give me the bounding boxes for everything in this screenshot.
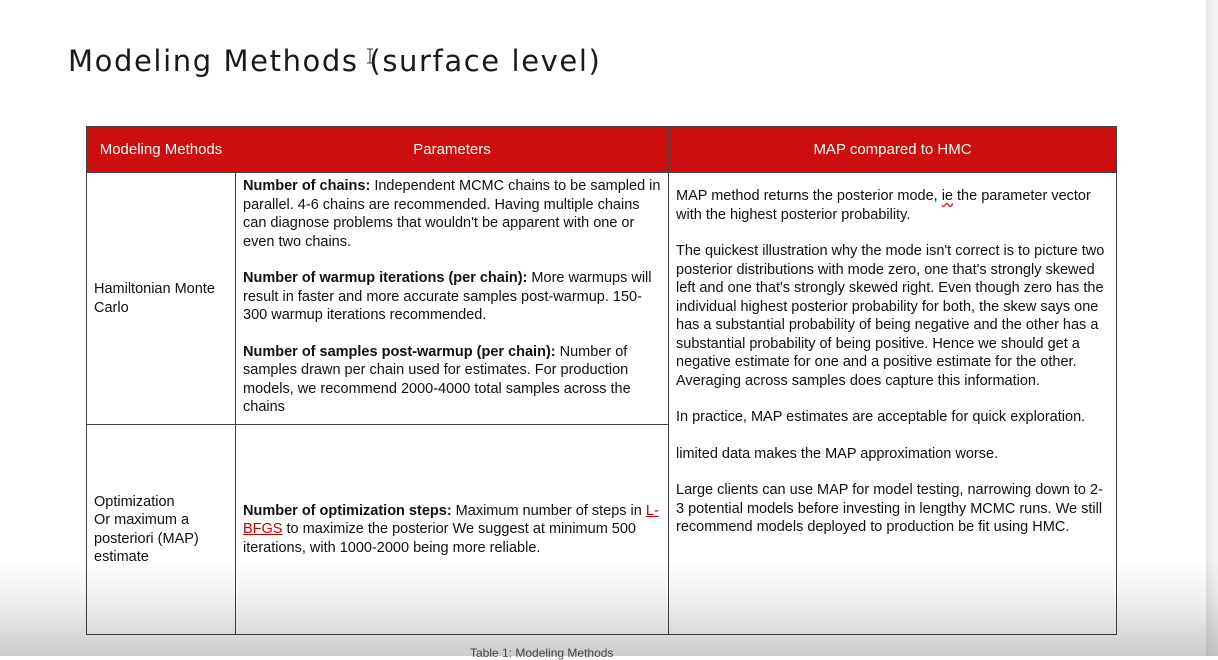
slide-title: Modeling Methods (surface level): [68, 44, 602, 78]
param-name: Number of chains:: [243, 178, 371, 194]
param-name: Number of samples post-warmup (per chain…: [243, 343, 556, 360]
lbfgs-link[interactable]: L-BFGS: [243, 502, 659, 538]
comparison-text: MAP method returns the posterior mode,: [676, 188, 942, 204]
comparison-paragraph: In practice, MAP estimates are acceptabl…: [676, 409, 1086, 425]
comparison-text: the parameter vector with the highest po…: [676, 188, 1091, 223]
header-map-vs-hmc: MAP compared to HMC: [668, 126, 1117, 173]
comparison-paragraph: The quickest illustration why the mode i…: [676, 243, 1105, 389]
param-warmup: Number of warmup iterations (per chain):…: [243, 269, 661, 325]
param-samples: Number of samples post-warmup (per chain…: [243, 343, 661, 417]
method-cell-map: Optimization Or maximum a posteriori (MA…: [86, 424, 236, 635]
comparison-cell: MAP method returns the posterior mode, i…: [668, 172, 1117, 635]
comparison-paragraph: MAP method returns the posterior mode, i…: [676, 187, 1109, 224]
modeling-methods-table: Modeling Methods Parameters MAP compared…: [86, 126, 1117, 635]
window-edge: [1206, 0, 1218, 656]
comparison-paragraph: limited data makes the MAP approximation…: [676, 445, 999, 462]
table-header-row: Modeling Methods Parameters MAP compared…: [86, 126, 1117, 173]
params-cell-map: Number of optimization steps: Maximum nu…: [235, 424, 669, 635]
param-name: Number of warmup iterations (per chain):: [243, 270, 528, 286]
table-caption: Table 1: Modeling Methods: [470, 646, 614, 660]
comparison-paragraph: Large clients can use MAP for model test…: [676, 482, 1103, 535]
table-row-map: Optimization Or maximum a posteriori (MA…: [86, 424, 1117, 635]
spellcheck-word: ie: [941, 188, 953, 204]
header-parameters: Parameters: [235, 126, 669, 173]
param-name: Number of optimization steps:: [243, 502, 452, 519]
text-cursor-icon: [367, 48, 373, 64]
param-description: to maximize the posterior We suggest at …: [243, 521, 636, 556]
header-modeling-methods: Modeling Methods: [86, 126, 236, 173]
params-cell-hmc: Number of chains: Independent MCMC chain…: [235, 172, 669, 425]
param-description: Independent MCMC chains to be sampled in…: [243, 178, 661, 250]
param-chains: Number of chains: Independent MCMC chain…: [243, 177, 661, 251]
table-row-hmc: Hamiltonian Monte Carlo Number of chains…: [86, 172, 1117, 635]
param-description: More warmups will result in faster and m…: [243, 270, 652, 323]
param-description: Number of samples drawn per chain used f…: [243, 343, 631, 416]
method-line: Optimization: [94, 493, 175, 510]
param-description: Maximum number of steps in: [451, 502, 646, 519]
method-cell-hmc: Hamiltonian Monte Carlo: [86, 172, 236, 425]
method-line: Or maximum a posteriori (MAP) estimate: [94, 512, 199, 565]
